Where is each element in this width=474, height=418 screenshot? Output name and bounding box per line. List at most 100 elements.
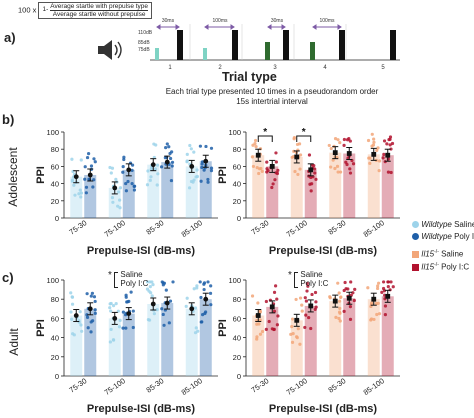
- speaker-icon: [98, 40, 122, 60]
- data-point: [290, 317, 295, 321]
- data-point: [208, 291, 213, 295]
- x-tick-label: 85-100: [180, 218, 204, 239]
- data-point: [383, 313, 387, 317]
- data-point: [110, 196, 115, 200]
- data-point: [338, 311, 342, 315]
- legend-item-il15-saline: Il15-/- Saline: [412, 249, 474, 259]
- data-point: [152, 142, 156, 146]
- data-point: [348, 317, 353, 321]
- data-point: [312, 163, 316, 168]
- formula-numerator: Average startle with prepulse type: [50, 3, 149, 11]
- db-label-110: 110dB: [138, 30, 153, 36]
- bar: [161, 303, 174, 376]
- mean-marker: [255, 313, 261, 318]
- group-legend: Wildtype Saline Wildtype Poly I:C Il15-/…: [412, 220, 474, 271]
- data-point: [209, 166, 214, 170]
- data-point: [150, 294, 154, 298]
- bar: [84, 308, 97, 376]
- y-tick-label: 60: [233, 162, 241, 171]
- trial-number-3: 3: [273, 65, 277, 71]
- data-point: [388, 137, 392, 141]
- data-point: [83, 165, 87, 169]
- data-point: [376, 301, 380, 306]
- data-point: [155, 183, 159, 187]
- data-point: [304, 299, 309, 303]
- x-tick-label: 85-30: [327, 218, 348, 236]
- mean-marker: [269, 164, 275, 169]
- data-point: [196, 329, 200, 333]
- data-point: [272, 290, 277, 294]
- data-point: [92, 157, 96, 161]
- y-axis-label: PPI: [35, 166, 47, 184]
- panel-b-label: b): [2, 112, 15, 127]
- bar: [367, 299, 380, 376]
- data-point: [313, 171, 317, 175]
- legend-item-il15-polyic: Il15-/- Poly I:C: [412, 262, 474, 271]
- data-point: [89, 294, 93, 298]
- x-tick-label: 75-30: [250, 218, 271, 236]
- mean-marker: [308, 167, 314, 173]
- data-point: [291, 332, 295, 336]
- data-point: [84, 185, 89, 189]
- data-point: [348, 139, 352, 143]
- mean-marker: [164, 159, 170, 165]
- data-point: [348, 167, 352, 171]
- y-tick-label: 80: [233, 145, 241, 154]
- bar: [367, 154, 380, 218]
- data-point: [109, 309, 113, 313]
- data-point: [372, 137, 376, 141]
- data-point: [149, 291, 153, 295]
- data-point: [69, 291, 73, 295]
- data-point: [276, 168, 280, 173]
- trial5-pulse: [390, 30, 396, 60]
- data-point: [111, 200, 115, 204]
- data-point: [290, 325, 294, 329]
- trial1-pulse: [177, 30, 183, 60]
- bar: [185, 308, 198, 376]
- data-point: [382, 152, 386, 156]
- data-point: [153, 167, 158, 171]
- mean-marker: [308, 303, 314, 309]
- data-point: [159, 165, 164, 169]
- data-point: [85, 155, 90, 160]
- data-point: [118, 198, 122, 202]
- data-point: [85, 313, 89, 317]
- data-point: [348, 171, 353, 175]
- y-tick-label: 20: [233, 197, 241, 206]
- x-axis-label: Prepulse-ISI (dB-ms): [269, 403, 378, 415]
- x-tick-label: 85-100: [180, 376, 204, 397]
- data-point: [150, 280, 154, 284]
- trial2-prepulse: [203, 48, 207, 60]
- data-point: [337, 299, 342, 303]
- data-point: [372, 140, 376, 144]
- data-point: [298, 167, 302, 171]
- data-point: [270, 327, 274, 331]
- data-point: [295, 142, 300, 147]
- data-point: [87, 177, 91, 181]
- data-point: [298, 342, 302, 346]
- data-point: [339, 170, 343, 174]
- data-point: [255, 166, 259, 170]
- data-point: [296, 172, 300, 177]
- data-point: [85, 292, 89, 296]
- data-point: [385, 142, 389, 146]
- data-point: [171, 280, 175, 284]
- significance-bracket: [296, 135, 312, 142]
- data-point: [132, 188, 137, 192]
- data-point: [108, 302, 112, 306]
- data-point: [70, 178, 75, 182]
- data-point: [376, 286, 380, 291]
- data-point: [377, 169, 381, 173]
- data-point: [80, 329, 84, 333]
- data-point: [192, 150, 196, 154]
- y-tick-label: 0: [55, 372, 59, 381]
- timing-label-1: 30ms: [162, 18, 175, 24]
- db-label-85: 85dB: [138, 40, 150, 46]
- row-label-adult: Adult: [7, 328, 21, 356]
- data-point: [130, 168, 134, 172]
- data-point: [339, 295, 343, 299]
- data-point: [199, 320, 203, 324]
- data-point: [305, 289, 309, 293]
- data-point: [162, 323, 166, 327]
- data-point: [381, 156, 385, 160]
